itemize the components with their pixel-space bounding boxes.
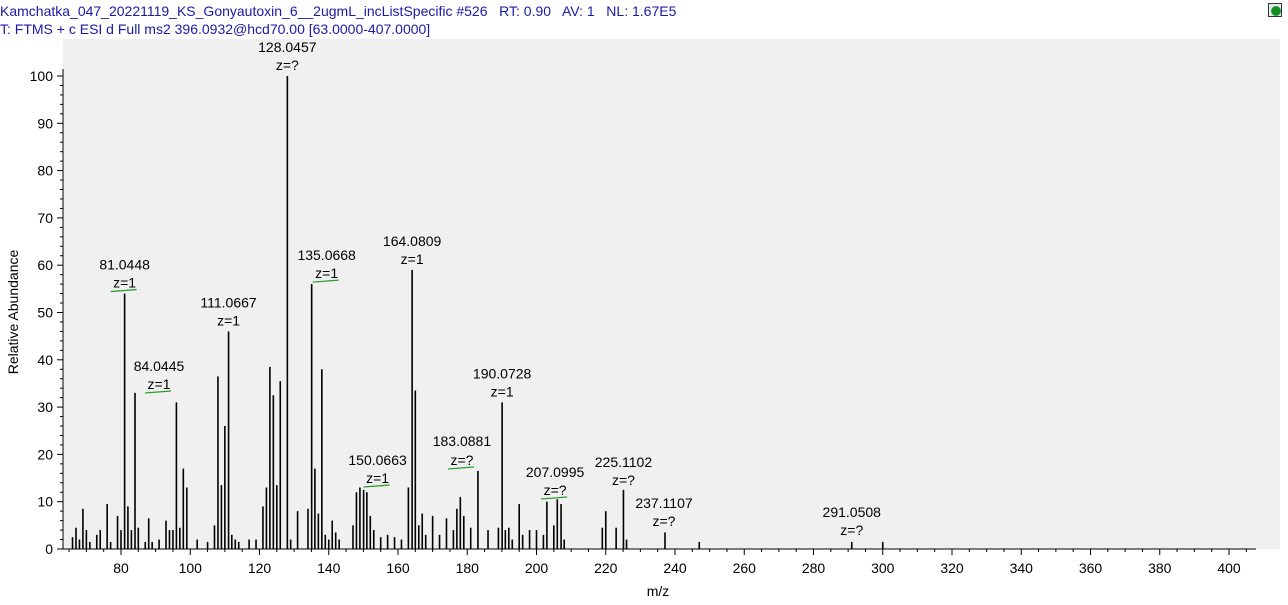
- y-tick-label: 20: [37, 446, 53, 462]
- peak-series: [71, 76, 884, 549]
- peak-mz-label: 225.1102: [595, 454, 653, 470]
- peak-mz-label: 135.0668: [297, 247, 356, 263]
- peak-mz-label: 207.0995: [526, 464, 585, 480]
- x-tick-label: 340: [1010, 560, 1034, 576]
- peak-charge-label: z=1: [148, 376, 171, 392]
- peak-charge-label: z=1: [366, 470, 389, 486]
- y-axis: 0 10 20 30 40 50 60 70 80 90 100: [30, 68, 64, 557]
- peak-mz-label: 291.0508: [823, 504, 882, 520]
- charge-marker: [363, 484, 390, 488]
- x-tick-label: 180: [456, 560, 480, 576]
- y-tick-label: 40: [37, 352, 53, 368]
- peak-mz-label: 164.0809: [383, 233, 442, 249]
- peak-charge-label: z=?: [276, 57, 299, 73]
- charge-marker: [312, 279, 339, 283]
- scan-header-title: Kamchatka_047_20221119_KS_Gonyautoxin_6_…: [0, 3, 677, 19]
- charge-marker: [110, 288, 137, 293]
- peak-annotations: 81.0448 z=1 84.0445 z=1 111.0667 z=1 128.0457 z…: [99, 39, 881, 538]
- y-axis-label: Relative Abundance: [5, 250, 21, 375]
- peak-charge-label: z=?: [450, 452, 473, 468]
- x-tick-label: 260: [733, 560, 757, 576]
- green-dot-icon-inner: [1271, 6, 1281, 16]
- x-tick-label: 160: [386, 560, 410, 576]
- y-tick-label: 0: [45, 541, 53, 557]
- plot-area: [63, 39, 1280, 549]
- x-tick-label: 300: [871, 560, 895, 576]
- x-axis-label: m/z: [647, 583, 670, 599]
- x-tick-label: 360: [1079, 560, 1103, 576]
- x-tick-label: 80: [113, 560, 129, 576]
- peak-charge-label: z=1: [113, 275, 136, 291]
- scan-filter-line: T: FTMS + c ESI d Full ms2 396.0932@hcd7…: [0, 21, 431, 37]
- peak-mz-label: 84.0445: [134, 358, 185, 374]
- peak-charge-label: z=?: [653, 513, 676, 529]
- peak-mz-label: 237.1107: [635, 495, 693, 511]
- x-tick-label: 220: [594, 560, 618, 576]
- x-tick-label: 100: [179, 560, 203, 576]
- peak-charge-label: z=?: [612, 472, 635, 488]
- y-tick-label: 70: [37, 210, 53, 226]
- y-tick-label: 60: [37, 257, 53, 273]
- charge-marker: [541, 496, 568, 500]
- x-tick-label: 380: [1148, 560, 1172, 576]
- charge-marker: [144, 390, 172, 394]
- peak-mz-label: 183.0881: [433, 433, 492, 449]
- charge-marker: [447, 466, 474, 470]
- y-tick-label: 50: [37, 305, 53, 321]
- peak-charge-label: z=1: [491, 383, 514, 399]
- x-tick-label: 400: [1217, 560, 1241, 576]
- peak-charge-label: z=?: [544, 482, 567, 498]
- x-tick-label: 280: [802, 560, 826, 576]
- green-dot-icon[interactable]: [1268, 3, 1282, 17]
- y-tick-label: 100: [30, 68, 54, 84]
- y-tick-label: 90: [37, 115, 53, 131]
- peak-charge-label: z=1: [401, 251, 424, 267]
- peak-charge-label: z=1: [217, 312, 240, 328]
- peak-charge-label: z=?: [840, 522, 863, 538]
- peak-mz-label: 128.0457: [258, 39, 317, 55]
- x-tick-label: 120: [248, 560, 272, 576]
- peak-mz-label: 111.0667: [200, 294, 257, 310]
- peak-mz-label: 150.0663: [348, 452, 407, 468]
- peak-charge-label: z=1: [315, 265, 338, 281]
- x-tick-label: 140: [317, 560, 341, 576]
- y-tick-label: 80: [37, 163, 53, 179]
- peak-mz-label: 190.0728: [473, 365, 532, 381]
- x-tick-label: 200: [525, 560, 549, 576]
- peak-mz-label: 81.0448: [99, 257, 150, 273]
- x-axis: 80 100 120 140 160 180 200 220 240 260 280 300 320 34…: [63, 548, 1256, 576]
- x-tick-label: 240: [663, 560, 687, 576]
- x-tick-label: 320: [940, 560, 964, 576]
- y-tick-label: 10: [37, 494, 53, 510]
- y-tick-label: 30: [37, 399, 53, 415]
